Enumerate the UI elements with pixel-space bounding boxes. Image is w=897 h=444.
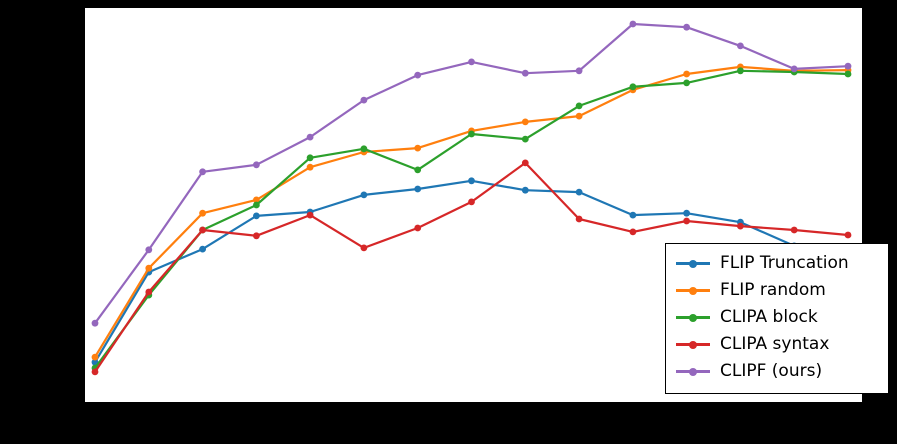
data-point-marker xyxy=(629,211,637,219)
data-point-marker xyxy=(468,130,475,138)
data-point-marker xyxy=(521,159,529,167)
data-point-marker xyxy=(360,244,368,252)
data-point-marker xyxy=(306,133,314,141)
data-point-marker xyxy=(575,67,583,75)
data-point-marker xyxy=(521,135,529,143)
data-point-marker xyxy=(683,23,690,31)
data-point-marker xyxy=(737,42,744,50)
data-point-marker xyxy=(414,185,422,193)
data-point-marker xyxy=(468,198,475,206)
legend-item-flip-truncation: FLIP Truncation xyxy=(676,250,878,277)
data-point-marker xyxy=(790,65,798,73)
data-point-marker xyxy=(468,177,475,185)
data-point-marker xyxy=(306,154,314,162)
legend-item-flip-random: FLIP random xyxy=(676,277,878,304)
legend-marker-dot xyxy=(689,286,697,295)
legend-line-swatch xyxy=(676,313,710,322)
legend-marker-dot xyxy=(689,340,697,349)
data-point-marker xyxy=(91,353,99,361)
data-point-marker xyxy=(91,368,99,376)
data-point-marker xyxy=(360,145,368,153)
chart-legend: FLIP Truncation FLIP random CLIPA block CLI… xyxy=(665,243,889,394)
legend-marker-dot xyxy=(689,367,697,376)
data-point-marker xyxy=(306,163,314,171)
legend-line-swatch xyxy=(676,340,710,349)
data-point-marker xyxy=(360,96,368,104)
data-point-marker xyxy=(575,215,583,223)
legend-line-swatch xyxy=(676,367,710,376)
data-point-marker xyxy=(253,232,260,240)
legend-label: FLIP Truncation xyxy=(720,253,849,273)
data-point-marker xyxy=(360,191,368,199)
series-clipf-ours- xyxy=(91,20,852,327)
data-point-marker xyxy=(683,209,690,217)
legend-item-clipa-block: CLIPA block xyxy=(676,304,878,331)
data-point-marker xyxy=(521,186,529,194)
legend-line-swatch xyxy=(676,286,710,295)
data-point-marker xyxy=(844,62,852,70)
data-point-marker xyxy=(629,20,637,28)
data-point-marker xyxy=(521,69,529,77)
data-point-marker xyxy=(468,58,475,66)
data-point-marker xyxy=(199,209,207,217)
legend-label: FLIP random xyxy=(720,280,826,300)
data-point-marker xyxy=(737,222,744,230)
legend-label: CLIPA block xyxy=(720,307,818,327)
legend-label: CLIPA syntax xyxy=(720,334,830,354)
data-point-marker xyxy=(414,166,422,174)
data-point-marker xyxy=(253,201,260,209)
legend-line-swatch xyxy=(676,259,710,268)
data-point-marker xyxy=(629,228,637,236)
data-point-marker xyxy=(91,319,99,327)
legend-label: CLIPF (ours) xyxy=(720,361,823,381)
data-point-marker xyxy=(414,224,422,232)
data-point-marker xyxy=(521,118,529,126)
data-point-marker xyxy=(575,102,583,110)
data-point-marker xyxy=(683,79,690,87)
data-point-marker xyxy=(737,67,744,75)
data-point-marker xyxy=(145,264,153,272)
data-point-marker xyxy=(844,231,852,239)
data-point-marker xyxy=(790,226,798,234)
data-point-marker xyxy=(844,70,852,78)
data-point-marker xyxy=(575,188,583,196)
data-point-marker xyxy=(683,217,690,225)
data-point-marker xyxy=(306,211,314,219)
data-point-marker xyxy=(199,245,207,253)
data-point-marker xyxy=(253,161,260,169)
legend-item-clipa-syntax: CLIPA syntax xyxy=(676,331,878,358)
data-point-marker xyxy=(199,226,207,234)
data-point-marker xyxy=(145,246,153,254)
data-point-marker xyxy=(414,144,422,152)
data-point-marker xyxy=(145,288,153,296)
data-point-marker xyxy=(253,212,260,220)
legend-item-clipf-ours-: CLIPF (ours) xyxy=(676,358,878,385)
data-point-marker xyxy=(253,196,260,204)
legend-marker-dot xyxy=(689,259,697,268)
data-point-marker xyxy=(199,168,207,176)
data-point-marker xyxy=(683,70,690,78)
data-point-marker xyxy=(575,112,583,120)
data-point-marker xyxy=(414,71,422,79)
series-clipa-syntax xyxy=(91,159,852,376)
legend-marker-dot xyxy=(689,313,697,322)
series-flip-truncation xyxy=(91,177,852,366)
data-point-marker xyxy=(629,83,637,91)
